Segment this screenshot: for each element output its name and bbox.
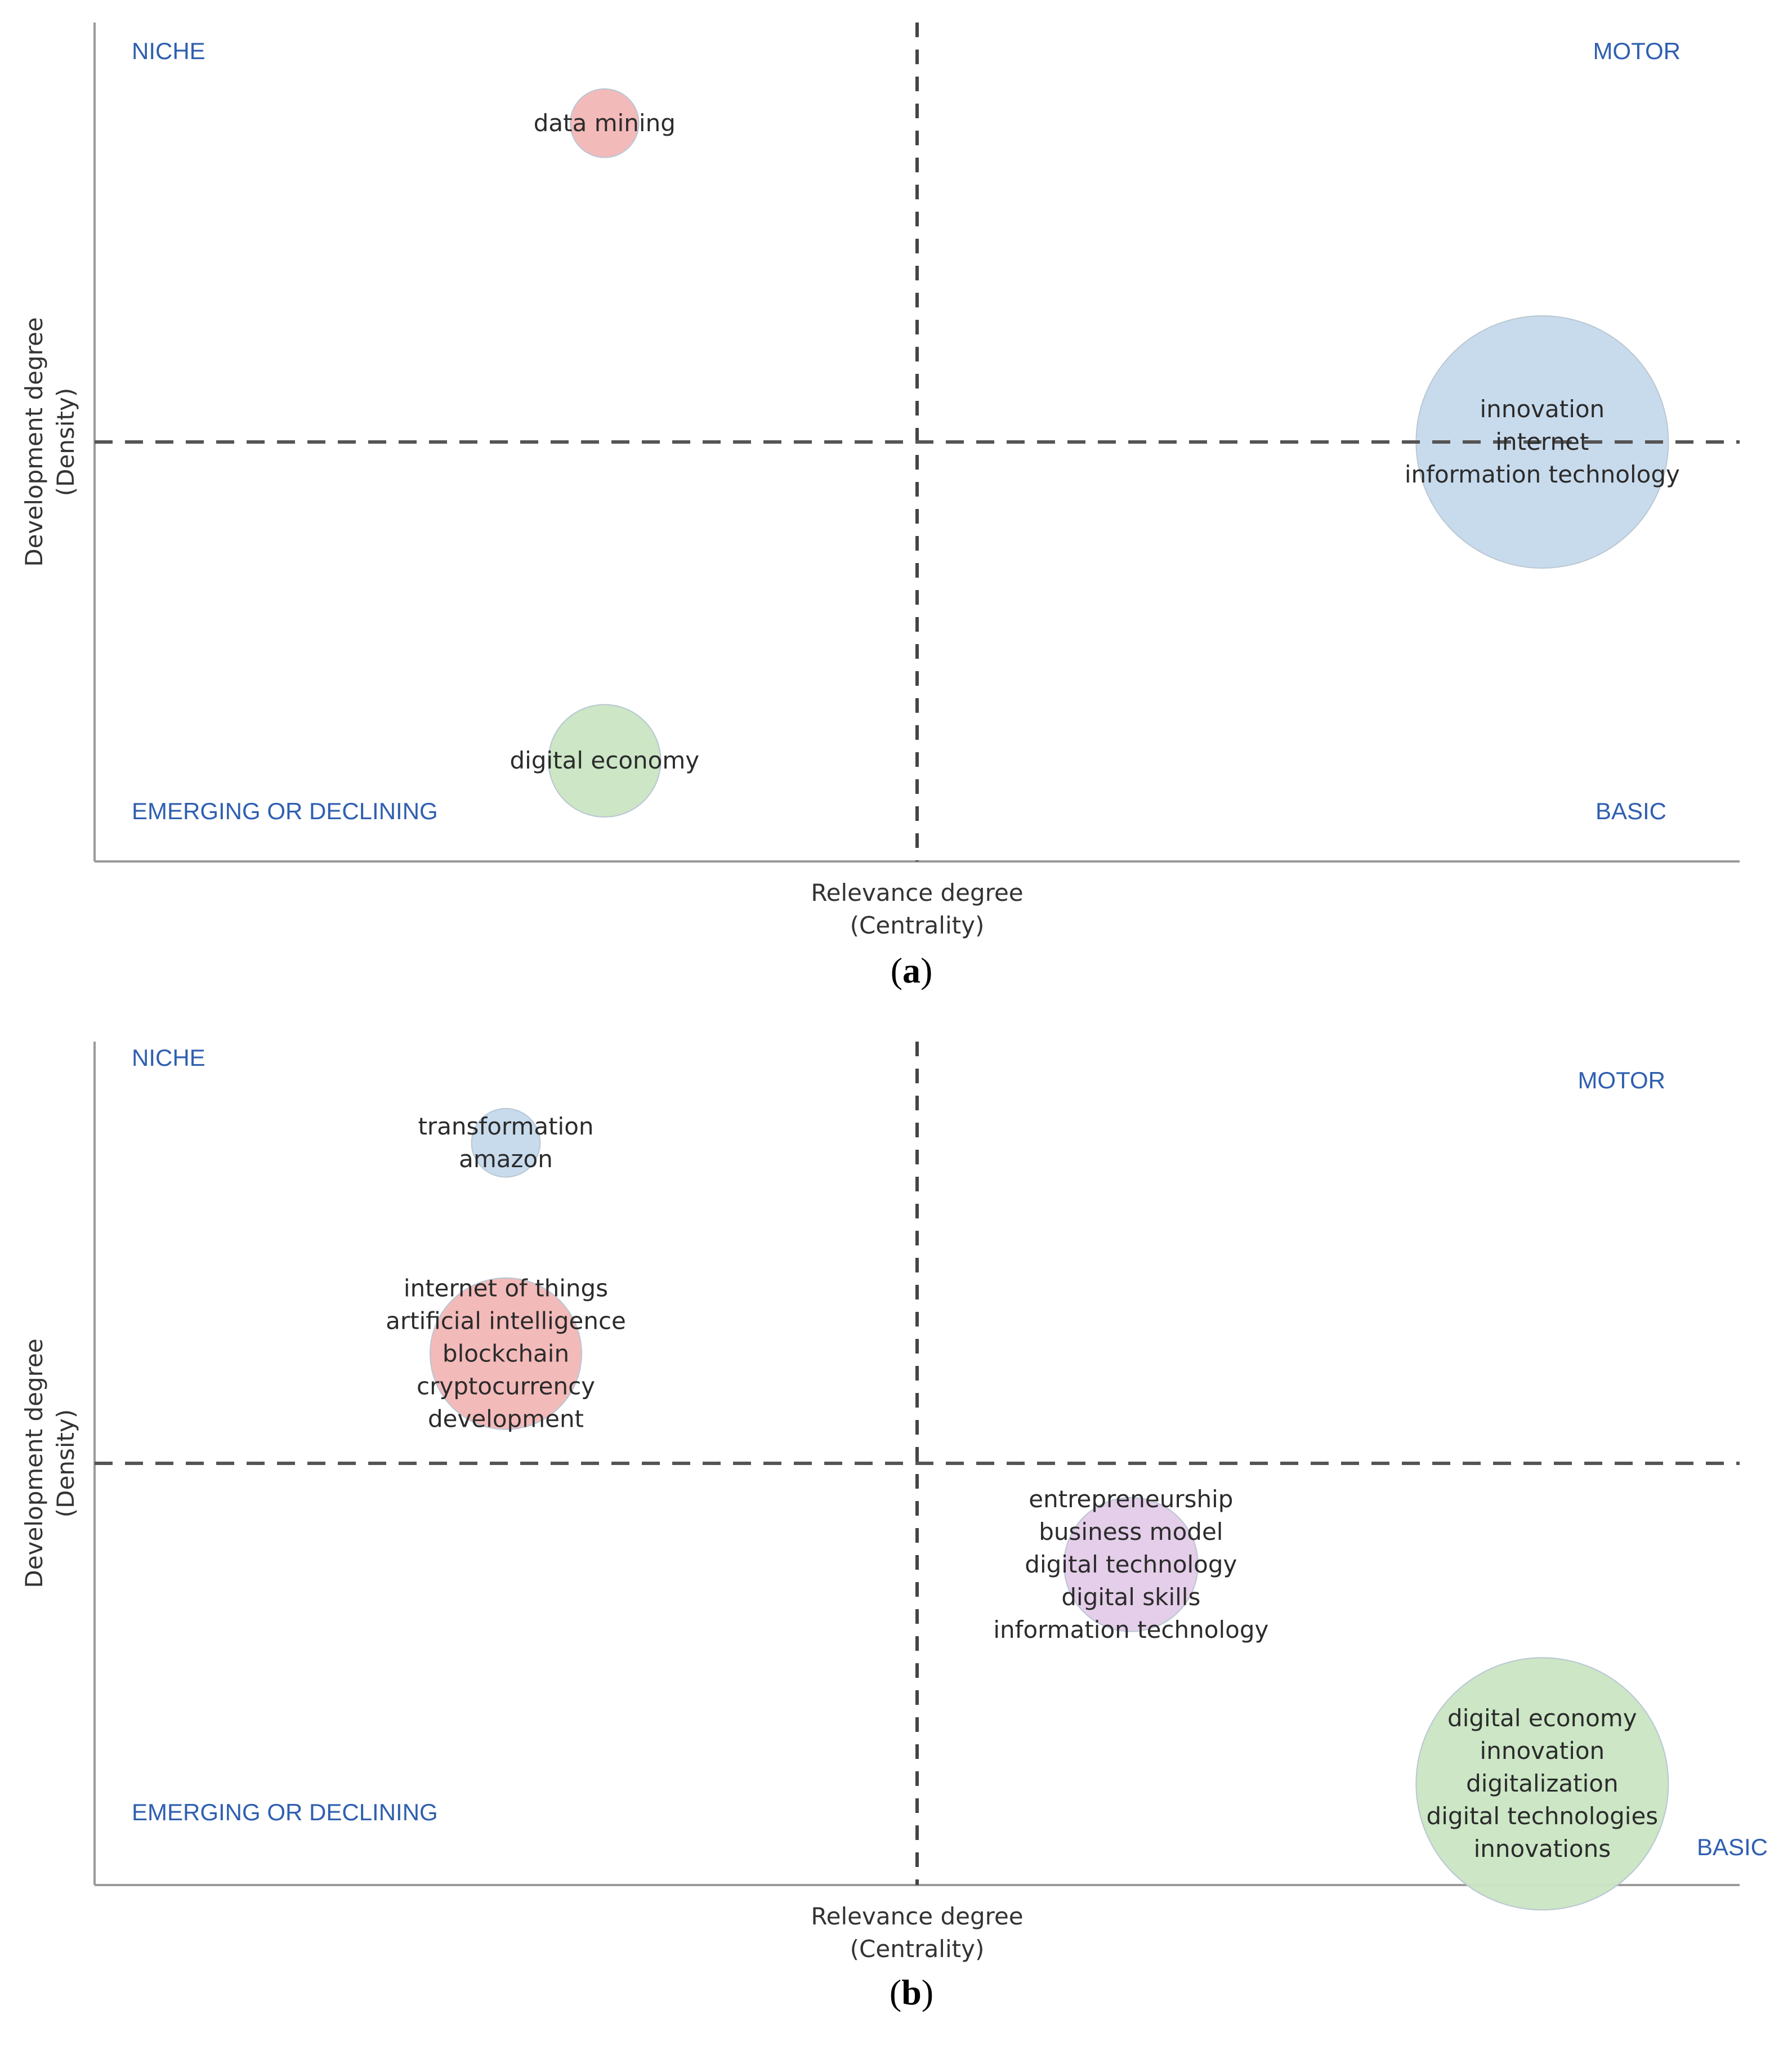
- x-axis-title: (Centrality): [850, 912, 985, 939]
- cluster-label: digitalization: [1466, 1770, 1618, 1797]
- y-axis-title: (Density): [52, 1409, 79, 1517]
- y-axis-title: Development degree: [20, 317, 48, 566]
- cluster-bubble: [569, 88, 640, 158]
- y-axis-title: Development degree: [20, 1338, 48, 1588]
- cluster-bubble: [548, 704, 662, 818]
- quadrant-label-bottom-right: BASIC: [1596, 798, 1666, 824]
- quadrant-label-bottom-left: EMERGING OR DECLINING: [132, 1799, 438, 1825]
- cluster-label: innovation: [1480, 395, 1605, 423]
- cluster-bubble: [471, 1107, 541, 1178]
- quadrant-label-top-right: MOTOR: [1593, 38, 1681, 64]
- cluster-bubble: [1063, 1497, 1199, 1632]
- quadrant-label-top-left: NICHE: [132, 38, 205, 64]
- panel-caption: (a): [891, 950, 933, 990]
- x-axis-title: Relevance degree: [811, 1902, 1023, 1930]
- cluster-label: innovations: [1474, 1835, 1611, 1863]
- panel-b: transformation amazon internet of things ar…: [20, 1042, 1768, 2012]
- cluster-label: digital skills: [1061, 1583, 1200, 1611]
- cluster-bubble: [429, 1277, 583, 1430]
- panel-a: data mining innovation internet information…: [20, 23, 1740, 990]
- cluster-label: digital economy: [510, 747, 700, 774]
- cluster-bubble: [1415, 1657, 1669, 1911]
- cluster-label: entrepreneurship: [1029, 1485, 1233, 1513]
- cluster-label: innovation: [1480, 1737, 1605, 1765]
- quadrant-label-bottom-left: EMERGING OR DECLINING: [132, 798, 438, 824]
- y-axis-title: (Density): [52, 388, 79, 496]
- cluster-label: amazon: [459, 1145, 553, 1173]
- quadrant-label-top-right: MOTOR: [1578, 1067, 1665, 1093]
- cluster-label: cryptocurrency: [417, 1372, 595, 1400]
- cluster-label: information technology: [993, 1616, 1268, 1643]
- cluster-label: data mining: [534, 109, 676, 137]
- cluster-label: blockchain: [443, 1339, 569, 1367]
- quadrant-label-top-left: NICHE: [132, 1044, 205, 1071]
- cluster-label: business model: [1039, 1518, 1223, 1546]
- cluster-label: artificial intelligence: [386, 1307, 626, 1334]
- cluster-label: digital economy: [1447, 1704, 1637, 1732]
- x-axis-title: (Centrality): [850, 1935, 985, 1963]
- cluster-label: information technology: [1405, 461, 1680, 488]
- cluster-label: internet of things: [404, 1274, 608, 1302]
- cluster-label: internet: [1495, 428, 1589, 455]
- cluster-label: digital technology: [1025, 1551, 1237, 1578]
- panel-caption: (b): [890, 1972, 933, 2012]
- quadrant-label-bottom-right: BASIC: [1697, 1834, 1768, 1860]
- cluster-label: development: [428, 1405, 584, 1432]
- cluster-label: transformation: [418, 1113, 593, 1140]
- cluster-label: digital technologies: [1427, 1802, 1659, 1830]
- x-axis-title: Relevance degree: [811, 879, 1023, 906]
